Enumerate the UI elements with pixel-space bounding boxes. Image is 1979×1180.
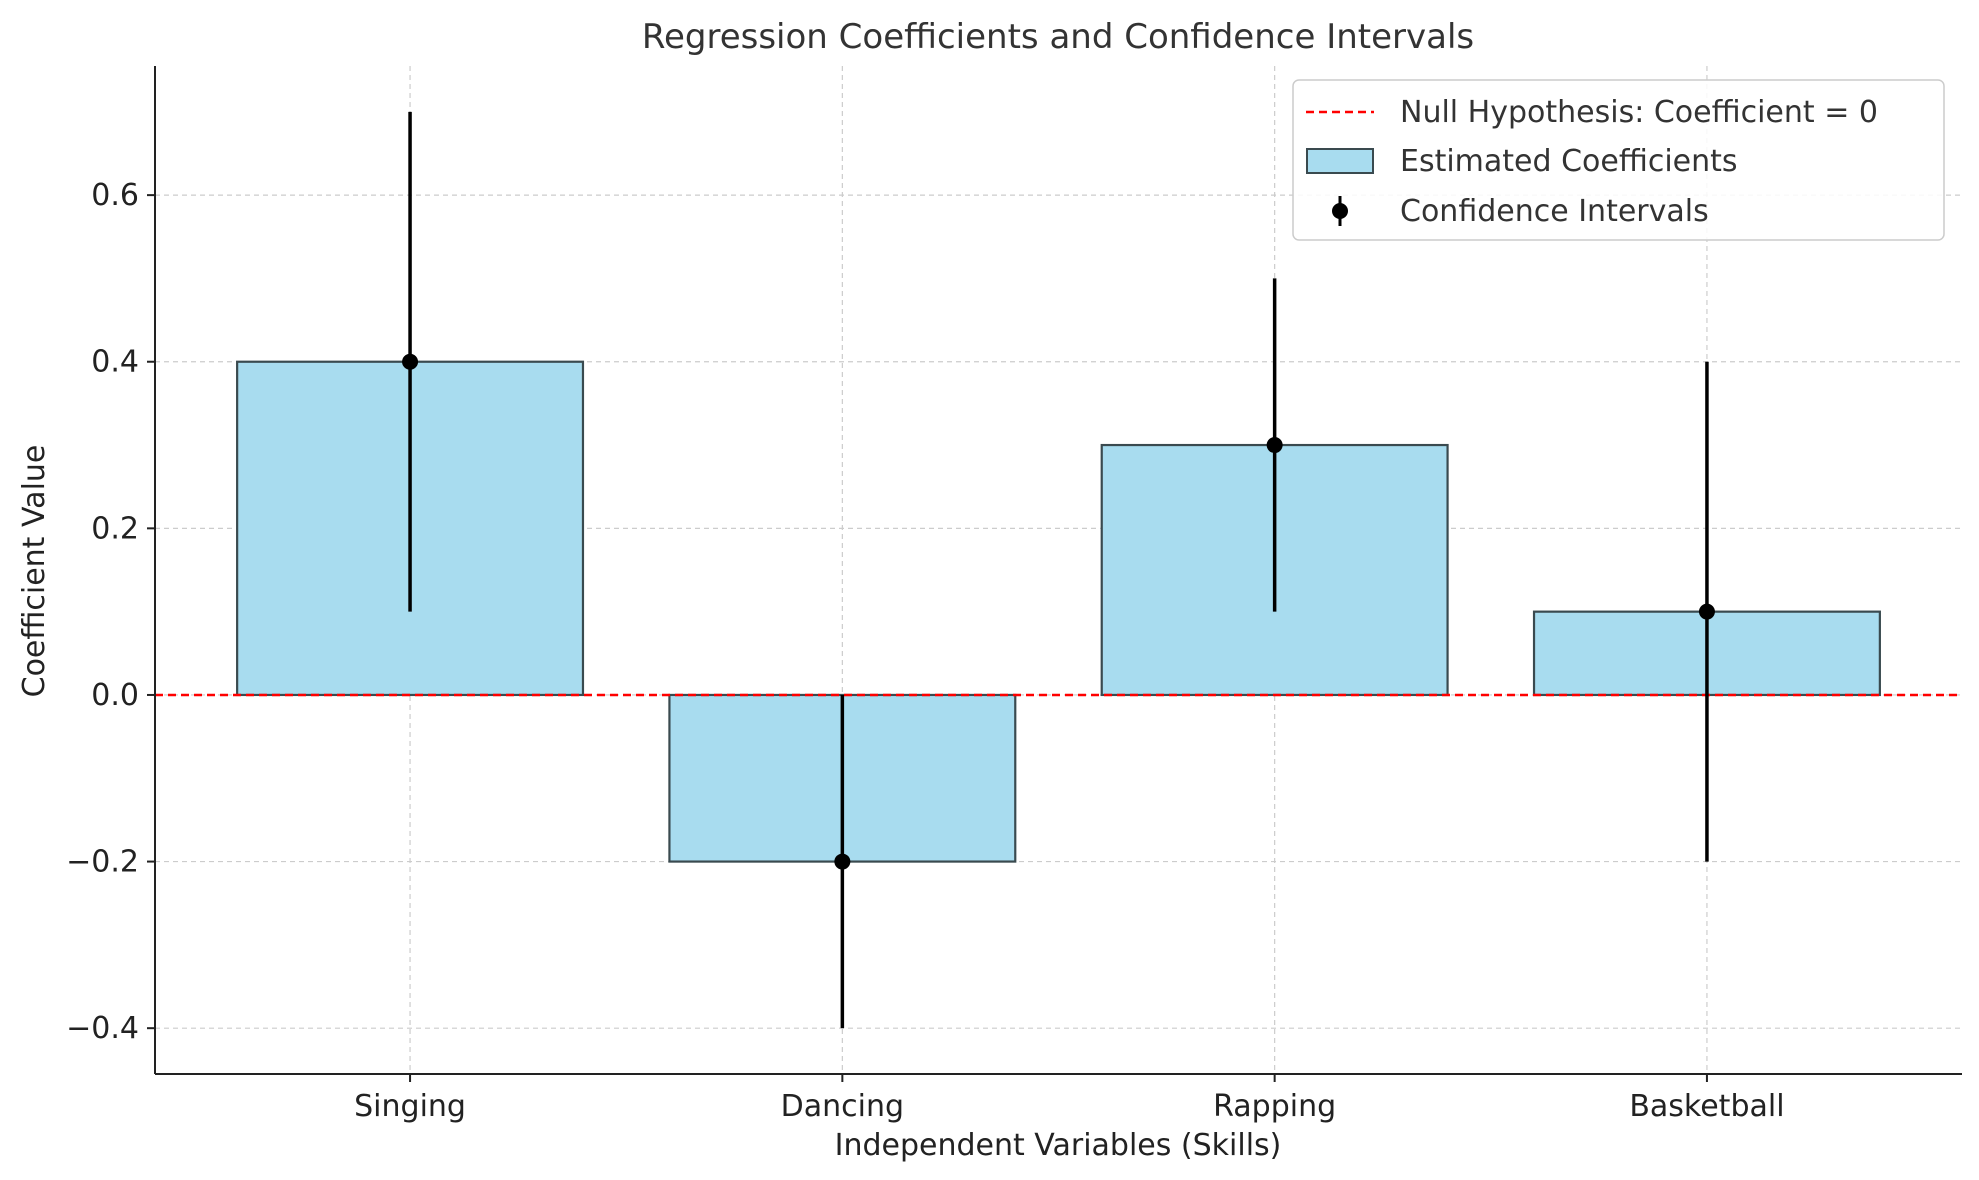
legend-box bbox=[1292, 79, 1945, 241]
legend: Null Hypothesis: Coefficient = 0 Estimat… bbox=[1292, 79, 1945, 241]
y-axis-label: Coefficient Value bbox=[17, 445, 52, 698]
errorbar-point-dancing bbox=[834, 853, 851, 870]
legend-estimated-coefficients-label: Estimated Coefficients bbox=[1400, 144, 1738, 179]
confidence-interval-group bbox=[402, 111, 1715, 1029]
y-tick-label: 0.0 bbox=[91, 678, 139, 713]
errorbar-point-rapping bbox=[1266, 437, 1283, 454]
errorbar-point-basketball bbox=[1698, 603, 1715, 620]
x-tick-label: Rapping bbox=[1213, 1089, 1336, 1124]
y-tick-label: 0.4 bbox=[91, 345, 139, 380]
legend-errorbar-marker-icon bbox=[1332, 203, 1348, 219]
chart-title: Regression Coefficients and Confidence I… bbox=[642, 17, 1474, 57]
x-tick-label: Singing bbox=[354, 1089, 466, 1124]
x-ticks: Singing Dancing Rapping Basketball bbox=[354, 1074, 1785, 1124]
y-tick-label: −0.2 bbox=[66, 845, 139, 880]
x-tick-label: Dancing bbox=[781, 1089, 904, 1124]
y-tick-label: −0.4 bbox=[66, 1011, 139, 1046]
x-axis-label: Independent Variables (Skills) bbox=[835, 1128, 1282, 1163]
y-ticks: −0.4 −0.2 0.0 0.2 0.4 0.6 bbox=[66, 178, 155, 1046]
y-tick-label: 0.2 bbox=[91, 511, 139, 546]
y-tick-label: 0.6 bbox=[91, 178, 139, 213]
legend-null-hypothesis-label: Null Hypothesis: Coefficient = 0 bbox=[1400, 95, 1878, 130]
x-tick-label: Basketball bbox=[1629, 1089, 1784, 1124]
errorbar-point-singing bbox=[402, 353, 419, 370]
legend-bar-swatch-icon bbox=[1306, 148, 1374, 174]
legend-confidence-intervals-label: Confidence Intervals bbox=[1400, 194, 1709, 229]
